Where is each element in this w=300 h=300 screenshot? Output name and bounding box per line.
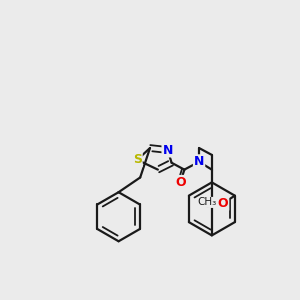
Text: S: S bbox=[133, 153, 142, 166]
Text: O: O bbox=[218, 197, 228, 210]
Text: N: N bbox=[194, 155, 204, 168]
Text: CH₃: CH₃ bbox=[198, 197, 217, 207]
Text: N: N bbox=[163, 143, 173, 157]
Text: O: O bbox=[175, 176, 186, 189]
